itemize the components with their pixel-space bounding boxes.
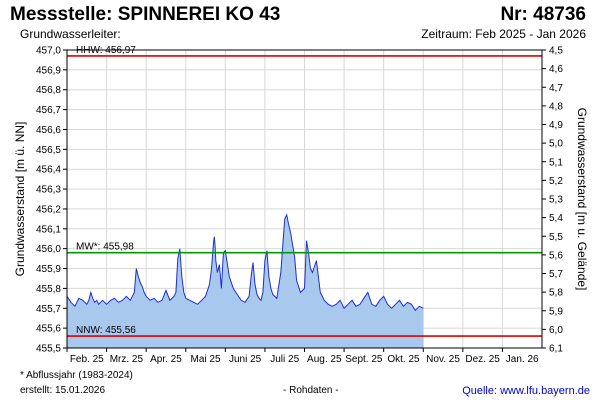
tick-labels: 457,0 456,9 456,8 456,7 456,6 456,5 456,4 456,3…	[36, 46, 563, 366]
aquifer-label: Grundwasserleiter:	[20, 27, 121, 41]
right-tick-label: 5,2	[549, 176, 563, 187]
x-tick-label: Nov. 25	[426, 354, 460, 365]
period-label: Zeitraum: Feb 2025 - Jan 2026	[421, 27, 586, 41]
right-tick-label: 6,1	[549, 344, 563, 355]
source-line[interactable]: Quelle: www.lfu.bayern.de	[462, 385, 590, 397]
x-tick-label: Dez. 25	[465, 354, 500, 365]
x-tick-label: Juni 25	[229, 354, 262, 365]
x-tick-label: Mai 25	[191, 354, 221, 365]
grid-layer	[63, 49, 546, 352]
rawdata-label: - Rohdaten -	[283, 385, 339, 396]
left-tick-label: 456,1	[36, 224, 61, 235]
right-tick-label: 5,1	[549, 157, 563, 168]
x-tick-label: Jan. 26	[506, 354, 539, 365]
reference-label: MW*: 455,98	[76, 242, 134, 253]
left-tick-label: 456,2	[36, 204, 61, 215]
station-title: Messstelle: SPINNEREI KO 43	[10, 4, 281, 25]
x-tick-label: Juli 25	[270, 354, 299, 365]
source-link[interactable]: www.lfu.bayern.de	[500, 385, 590, 397]
series-line	[66, 213, 424, 312]
station-number: Nr: 48736	[500, 4, 586, 25]
footnote: * Abflussjahr (1983-2024)	[20, 370, 133, 381]
x-tick-label: Okt. 25	[387, 354, 420, 365]
plot-frame	[66, 49, 543, 349]
left-tick-label: 455,7	[36, 304, 61, 315]
right-tick-label: 5,8	[549, 288, 563, 299]
right-tick-label: 6,0	[549, 325, 563, 336]
left-tick-label: 456,4	[36, 165, 61, 176]
left-tick-label: 456,3	[36, 185, 61, 196]
right-tick-label: 5,5	[549, 232, 563, 243]
left-tick-label: 456,7	[36, 105, 61, 116]
x-tick-label: Aug. 25	[307, 354, 342, 365]
right-tick-label: 4,8	[549, 101, 563, 112]
left-tick-label: 456,8	[36, 85, 61, 96]
left-tick-label: 456,9	[36, 65, 61, 76]
x-tick-label: Feb. 25	[70, 354, 104, 365]
x-tick-label: Apr. 25	[150, 354, 182, 365]
x-tick-label: Mrz. 25	[110, 354, 144, 365]
left-tick-label: 455,6	[36, 324, 61, 335]
right-tick-label: 5,7	[549, 269, 563, 280]
right-tick-label: 4,9	[549, 120, 563, 131]
right-tick-label: 4,5	[549, 46, 563, 57]
left-tick-label: 456,5	[36, 145, 61, 156]
left-axis-label: Grundwasserstand [m ü. NN]	[13, 122, 27, 277]
right-tick-label: 5,4	[549, 213, 563, 224]
right-tick-label: 5,9	[549, 306, 563, 317]
right-tick-label: 4,7	[549, 83, 563, 94]
left-tick-label: 457,0	[36, 46, 61, 57]
left-tick-label: 456,6	[36, 125, 61, 136]
x-tick-label: Sept. 25	[345, 354, 383, 365]
right-axis-label: Grundwasserstand [m u. Gelände]	[575, 108, 589, 291]
right-tick-label: 5,6	[549, 250, 563, 261]
left-tick-label: 455,9	[36, 264, 61, 275]
right-tick-label: 5,3	[549, 195, 563, 206]
reference-label: NNW: 455,56	[76, 325, 136, 336]
left-tick-label: 456,0	[36, 244, 61, 255]
left-tick-label: 455,5	[36, 344, 61, 355]
left-tick-label: 455,8	[36, 284, 61, 295]
series-layer	[66, 213, 424, 348]
created-date: erstellt: 15.01.2026	[20, 385, 106, 396]
series-area	[67, 214, 424, 348]
right-tick-label: 4,6	[549, 64, 563, 75]
source-prefix: Quelle:	[462, 385, 501, 397]
right-tick-label: 5,0	[549, 139, 563, 150]
